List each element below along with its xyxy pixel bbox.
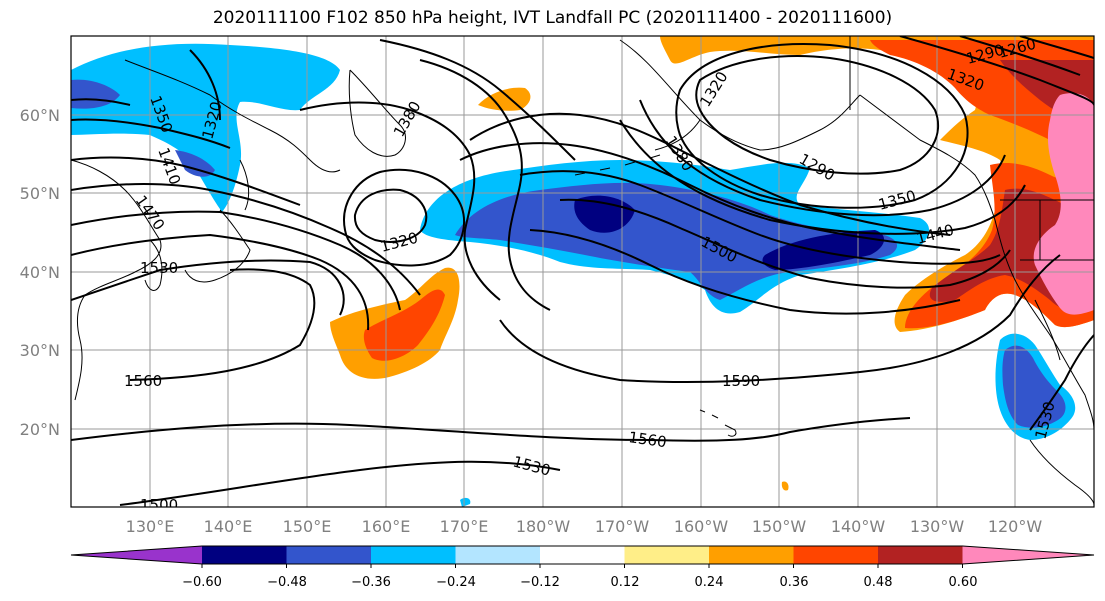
map-frame bbox=[70, 35, 1095, 508]
colorbar-segment bbox=[286, 546, 372, 564]
colorbar-tick-label: −0.60 bbox=[182, 575, 222, 590]
contour-label: 1560 bbox=[124, 372, 162, 390]
contour-label: 1530 bbox=[140, 259, 178, 277]
lon-tick-label: 140°W bbox=[831, 517, 886, 536]
colorbar-segment bbox=[540, 546, 625, 564]
lat-tick-label: 30°N bbox=[20, 341, 60, 360]
lat-tick-label: 50°N bbox=[20, 184, 60, 203]
coastlines bbox=[71, 36, 1094, 506]
shading-layer bbox=[71, 36, 1094, 507]
colorbar-segment bbox=[371, 546, 456, 564]
contour-label: 1560 bbox=[627, 428, 667, 451]
lon-tick-label: 120°W bbox=[988, 517, 1043, 536]
map-title: 2020111100 F102 850 hPa height, IVT Land… bbox=[212, 8, 893, 28]
colorbar-tick-label: −0.24 bbox=[436, 575, 476, 590]
lat-tick-label: 40°N bbox=[20, 263, 60, 282]
lon-tick-label: 130°E bbox=[126, 517, 175, 536]
lon-tick-label: 160°W bbox=[674, 517, 729, 536]
colorbar-segment bbox=[624, 546, 710, 564]
colorbar-labels: −0.60 −0.48 −0.36 −0.24 −0.12 0.12 0.24 … bbox=[182, 575, 977, 590]
colorbar-tick-label: −0.48 bbox=[267, 575, 307, 590]
lon-tick-label: 150°W bbox=[752, 517, 807, 536]
colorbar-segment bbox=[878, 546, 963, 564]
colorbar-tick-label: 0.60 bbox=[949, 575, 978, 590]
lat-tick-label: 20°N bbox=[20, 420, 60, 439]
colorbar-segment bbox=[793, 546, 879, 564]
lon-tick-label: 130°W bbox=[910, 517, 965, 536]
lon-tick-label: 150°E bbox=[283, 517, 332, 536]
colorbar-tick-label: 0.36 bbox=[780, 575, 809, 590]
colorbar-extend-min bbox=[71, 546, 202, 564]
lon-tick-label: 170°W bbox=[595, 517, 650, 536]
contour-label: 1500 bbox=[140, 496, 178, 514]
height-contours bbox=[71, 36, 1094, 506]
negative-anomaly-siberia bbox=[71, 43, 340, 212]
colorbar-segment bbox=[202, 546, 287, 564]
lon-tick-label: 160°E bbox=[362, 517, 411, 536]
colorbar-extend-max bbox=[962, 546, 1094, 564]
colorbar-tick-label: 0.48 bbox=[864, 575, 893, 590]
contour-label: 1590 bbox=[722, 372, 760, 390]
colorbar-segment bbox=[455, 546, 541, 564]
longitude-labels: 130°E 140°E 150°E 160°E 170°E 180°W 170°… bbox=[126, 517, 1043, 536]
colorbar-tick-label: −0.36 bbox=[351, 575, 391, 590]
lon-tick-label: 170°E bbox=[440, 517, 489, 536]
colorbar-tick-label: 0.24 bbox=[695, 575, 724, 590]
colorbar bbox=[70, 545, 1095, 568]
colorbar-segment bbox=[709, 546, 794, 564]
negative-anomaly-pacific-core bbox=[574, 195, 635, 233]
colorbar-tick-label: −0.12 bbox=[520, 575, 560, 590]
lat-tick-label: 60°N bbox=[20, 106, 60, 125]
lon-tick-label: 140°E bbox=[204, 517, 253, 536]
colorbar-tick-label: 0.12 bbox=[611, 575, 640, 590]
lon-tick-label: 180°W bbox=[516, 517, 571, 536]
latitude-labels: 60°N 50°N 40°N 30°N 20°N bbox=[20, 106, 60, 439]
